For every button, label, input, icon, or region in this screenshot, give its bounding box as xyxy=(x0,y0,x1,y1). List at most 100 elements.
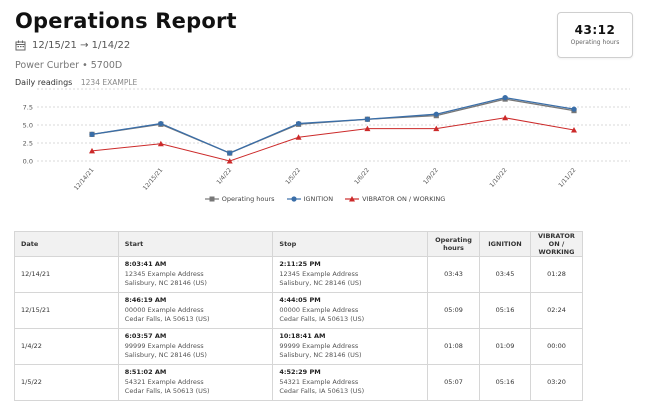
daily-readings-chart: 0.0 2.5 5.0 7.5 12/14/21 12/15/21 1/4/22 1/5/22… xyxy=(23,88,630,192)
data-point xyxy=(158,120,164,127)
data-point xyxy=(364,125,371,132)
data-point xyxy=(571,106,577,112)
y-tick-label: 7.5 xyxy=(23,104,33,112)
data-point xyxy=(157,140,164,147)
start-address-line1: 12345 Example Address xyxy=(124,269,204,278)
start-time: 6:03:57 AM xyxy=(124,332,167,341)
operating-hours-card: 43:12 Operating hours xyxy=(557,12,633,58)
data-point xyxy=(226,158,233,164)
stop-address-line2: Cedar Falls, IA 50613 (US) xyxy=(279,315,365,324)
chart-legend: Operating hours IGNITION VIBRATOR ON / WOR… xyxy=(0,195,650,203)
table-row: 12/14/21 8:03:41 AM 12345 Example Addres… xyxy=(14,256,584,293)
legend-item: IGNITION xyxy=(286,195,334,203)
cell-date: 1/5/22 xyxy=(14,364,119,401)
stop-address-line2: Salisbury, NC 28146 (US) xyxy=(279,351,362,360)
y-tick-label: 0.0 xyxy=(23,158,33,166)
stop-time: 10:18:41 AM xyxy=(279,332,326,341)
x-tick-label: 12/15/21 xyxy=(142,167,165,192)
data-point xyxy=(364,116,371,122)
legend-marker-icon xyxy=(345,196,360,202)
start-address-line2: Salisbury, NC 28146 (US) xyxy=(124,279,207,288)
data-point xyxy=(502,114,509,121)
stop-time: 4:52:29 PM xyxy=(279,368,321,377)
page-title: Operations Report xyxy=(15,9,237,33)
calendar-icon xyxy=(15,40,26,51)
x-tick-label: 1/11/22 xyxy=(557,167,577,189)
start-time: 8:51:02 AM xyxy=(124,368,167,377)
data-point xyxy=(89,131,95,137)
table-header-row: Date Start Stop Operating hours IGNITION… xyxy=(14,231,584,257)
data-point xyxy=(89,147,95,154)
cell-stop: 4:52:29 PM 54321 Example Address Cedar F… xyxy=(272,364,428,401)
series-line-2 xyxy=(91,117,575,162)
x-tick-label: 1/10/22 xyxy=(488,167,508,189)
header-stop: Stop xyxy=(272,231,428,257)
operations-table: Date Start Stop Operating hours IGNITION… xyxy=(14,231,584,401)
data-point xyxy=(295,134,302,140)
stop-address-line1: 12345 Example Address xyxy=(279,269,359,278)
data-point xyxy=(433,125,440,132)
daily-readings-id: 1234 EXAMPLE xyxy=(80,78,138,87)
stop-address-line2: Cedar Falls, IA 50613 (US) xyxy=(279,387,365,396)
series-line-1 xyxy=(91,96,575,154)
cell-vibrator: 00:00 xyxy=(529,328,584,365)
cell-vibrator: 01:28 xyxy=(529,256,584,293)
data-point xyxy=(227,150,233,156)
legend-item: VIBRATOR ON / WORKING xyxy=(345,195,445,203)
cell-date: 1/4/22 xyxy=(14,328,119,365)
device-name: Power Curber • 5700D xyxy=(15,60,123,71)
legend-marker-icon xyxy=(204,196,219,202)
table-row: 12/15/21 8:46:19 AM 00000 Example Addres… xyxy=(14,292,584,329)
cell-start: 8:51:02 AM 54321 Example Address Cedar F… xyxy=(117,364,274,401)
cell-ignition: 01:09 xyxy=(478,328,531,365)
cell-operating-hours: 03:43 xyxy=(427,256,480,293)
legend-label: VIBRATOR ON / WORKING xyxy=(362,195,446,203)
start-address-line2: Salisbury, NC 28146 (US) xyxy=(124,351,207,360)
table-row: 1/4/22 6:03:57 AM 99999 Example Address … xyxy=(14,328,584,365)
y-tick-label: 2.5 xyxy=(23,140,33,148)
daily-readings-label: Daily readings xyxy=(15,78,73,87)
operating-hours-label: Operating hours xyxy=(570,39,620,46)
date-range: 12/15/21 → 1/14/22 xyxy=(15,40,130,51)
start-address-line1: 54321 Example Address xyxy=(124,377,204,386)
start-address-line1: 00000 Example Address xyxy=(124,305,204,314)
start-time: 8:03:41 AM xyxy=(124,260,167,269)
x-tick-label: 1/9/22 xyxy=(422,167,440,186)
cell-operating-hours: 01:08 xyxy=(427,328,480,365)
start-address-line2: Cedar Falls, IA 50613 (US) xyxy=(124,387,210,396)
cell-operating-hours: 05:07 xyxy=(427,364,480,401)
cell-start: 8:46:19 AM 00000 Example Address Cedar F… xyxy=(117,292,274,329)
cell-vibrator: 03:20 xyxy=(529,364,584,401)
start-time: 8:46:19 AM xyxy=(124,296,167,305)
operating-hours-value: 43:12 xyxy=(574,23,616,37)
cell-start: 8:03:41 AM 12345 Example Address Salisbu… xyxy=(117,256,274,293)
x-tick-label: 12/14/21 xyxy=(73,167,96,192)
x-tick-label: 1/5/22 xyxy=(284,167,302,186)
data-point xyxy=(433,111,439,117)
cell-vibrator: 02:24 xyxy=(529,292,584,329)
header-ignition: IGNITION xyxy=(478,231,531,257)
x-tick-label: 1/4/22 xyxy=(215,167,233,186)
stop-address-line1: 00000 Example Address xyxy=(279,305,359,314)
cell-ignition: 03:45 xyxy=(478,256,531,293)
cell-operating-hours: 05:09 xyxy=(427,292,480,329)
date-range-text: 12/15/21 → 1/14/22 xyxy=(32,40,131,51)
stop-address-line2: Salisbury, NC 28146 (US) xyxy=(279,279,362,288)
data-point xyxy=(295,120,302,127)
cell-stop: 4:44:05 PM 00000 Example Address Cedar F… xyxy=(272,292,428,329)
y-tick-label: 5.0 xyxy=(23,122,33,130)
stop-time: 2:11:25 PM xyxy=(279,260,321,269)
header-operating-hours: Operating hours xyxy=(427,231,480,257)
header-vibrator: VIBRATOR ON / WORKING xyxy=(529,231,584,257)
cell-ignition: 05:16 xyxy=(478,364,531,401)
legend-label: IGNITION xyxy=(303,195,334,203)
stop-address-line1: 99999 Example Address xyxy=(279,341,359,350)
stop-address-line1: 54321 Example Address xyxy=(279,377,359,386)
cell-ignition: 05:16 xyxy=(478,292,531,329)
x-tick-label: 1/6/22 xyxy=(353,167,371,186)
table-row: 1/5/22 8:51:02 AM 54321 Example Address … xyxy=(14,364,584,401)
start-address-line1: 99999 Example Address xyxy=(124,341,204,350)
data-point xyxy=(502,95,508,101)
stop-time: 4:44:05 PM xyxy=(279,296,321,305)
cell-date: 12/14/21 xyxy=(14,256,119,293)
